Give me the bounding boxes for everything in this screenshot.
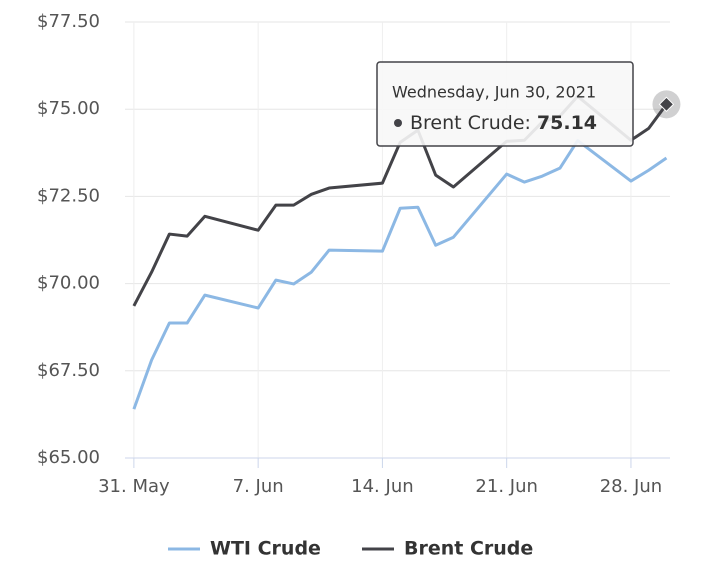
y-tick-label: $72.50 (37, 185, 100, 206)
x-tick-label: 14. Jun (351, 476, 413, 497)
tooltip-dot (394, 119, 402, 127)
y-tick-label: $65.00 (37, 447, 100, 468)
y-tick-label: $77.50 (37, 11, 100, 32)
tooltip-title: Wednesday, Jun 30, 2021 (392, 83, 596, 102)
x-tick-label: 21. Jun (475, 476, 537, 497)
legend-label: WTI Crude (210, 538, 321, 560)
y-tick-label: $75.00 (37, 98, 100, 119)
tooltip-line: Brent Crude: 75.14 (410, 112, 597, 134)
line (132, 139, 668, 410)
tooltip: Wednesday, Jun 30, 2021 Brent Crude: 75.14 (376, 61, 634, 147)
x-tick-label: 31. May (98, 476, 170, 497)
tooltip-value: 75.14 (537, 112, 597, 134)
tooltip-box (376, 61, 634, 147)
hover-marker (658, 96, 675, 113)
x-tick-label: 7. Jun (233, 476, 284, 497)
y-tick-label: $67.50 (37, 360, 100, 381)
y-tick-label: $70.00 (37, 273, 100, 294)
tooltip-series: Brent Crude: (410, 112, 531, 134)
legend-label: Brent Crude (404, 538, 533, 560)
x-tick-label: 28. Jun (600, 476, 662, 497)
